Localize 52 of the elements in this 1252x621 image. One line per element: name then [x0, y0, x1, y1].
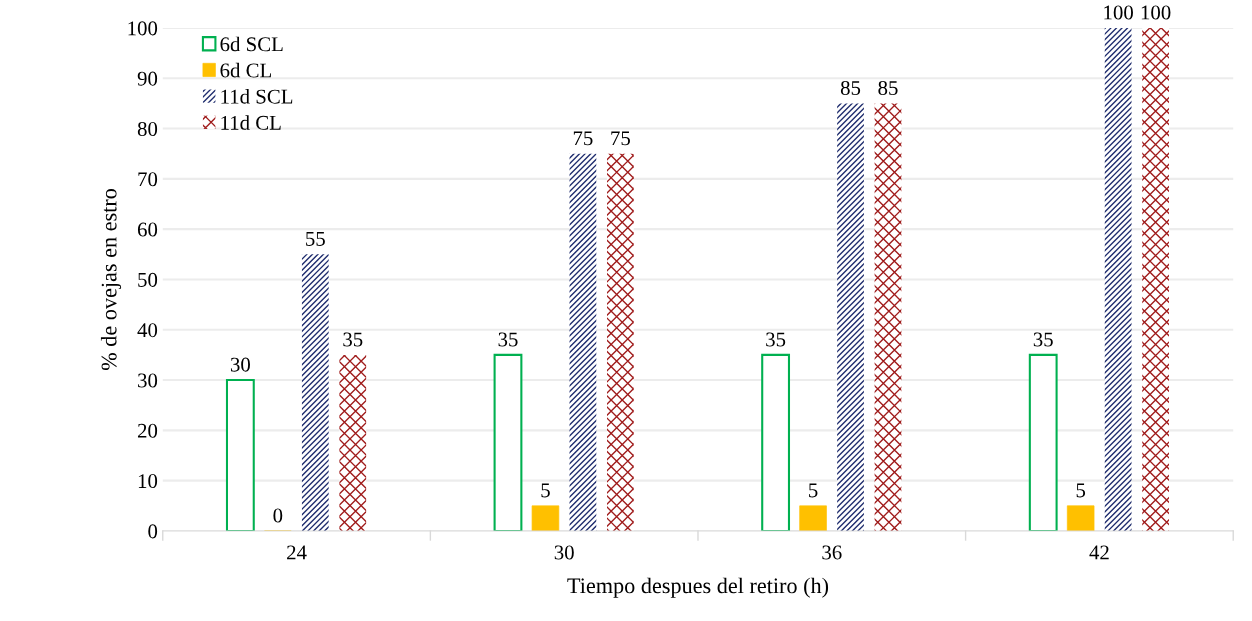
bar: [837, 103, 864, 531]
x-axis-title: Tiempo despues del retiro (h): [567, 577, 829, 598]
legend-label: 6d CL: [220, 62, 271, 78]
y-tick-label: 20: [137, 423, 158, 438]
data-label: 5: [1076, 483, 1086, 498]
data-label: 30: [230, 357, 250, 372]
bar: [1142, 27, 1169, 531]
bar: [874, 103, 902, 531]
y-tick-label: 40: [137, 323, 158, 338]
y-tick-label: 10: [138, 474, 158, 489]
legend-label: 11d CL: [221, 115, 281, 130]
x-tick-label: 42: [1089, 545, 1109, 560]
x-tick-label: 30: [554, 545, 574, 560]
y-tick-label: 70: [138, 172, 158, 187]
data-label: 75: [573, 131, 593, 146]
legend-label: 6d SCL: [220, 36, 283, 52]
bar: [1028, 353, 1058, 531]
bar: [531, 505, 560, 531]
data-label: 100: [1141, 5, 1171, 20]
data-label: 75: [611, 131, 630, 146]
bar: [493, 353, 523, 531]
bar: [339, 354, 367, 531]
x-tick-label: 36: [822, 545, 842, 560]
bar: [569, 153, 597, 531]
bar: [799, 505, 827, 531]
y-tick-label: 100: [128, 21, 158, 36]
data-label: 5: [809, 483, 818, 498]
data-label: 5: [541, 483, 550, 498]
bar: [1104, 27, 1132, 531]
y-tick-label: 30: [138, 373, 158, 388]
data-label: 35: [343, 332, 363, 347]
y-tick-label: 50: [138, 272, 158, 287]
legend-label: 11d SCL: [221, 89, 293, 104]
y-tick-label: 90: [137, 71, 158, 86]
bar: [607, 153, 634, 531]
x-tick-label: 24: [287, 545, 307, 560]
data-label: 85: [840, 80, 861, 95]
y-tick-label: 80: [137, 121, 158, 136]
y-axis-title: % de ovejas en estro: [100, 188, 122, 371]
bar: [1066, 505, 1095, 531]
data-label: 0: [273, 508, 283, 523]
data-label: 85: [878, 80, 898, 95]
bar: [761, 353, 791, 531]
data-label: 35: [1033, 332, 1053, 347]
data-label: 55: [306, 232, 325, 246]
y-tick-label: 60: [137, 222, 158, 237]
bar: [301, 254, 329, 531]
y-tick-label: 0: [148, 524, 158, 539]
data-label: 35: [498, 332, 518, 347]
data-label: 35: [766, 332, 786, 347]
bar: [225, 379, 255, 531]
data-label: 100: [1104, 5, 1133, 20]
